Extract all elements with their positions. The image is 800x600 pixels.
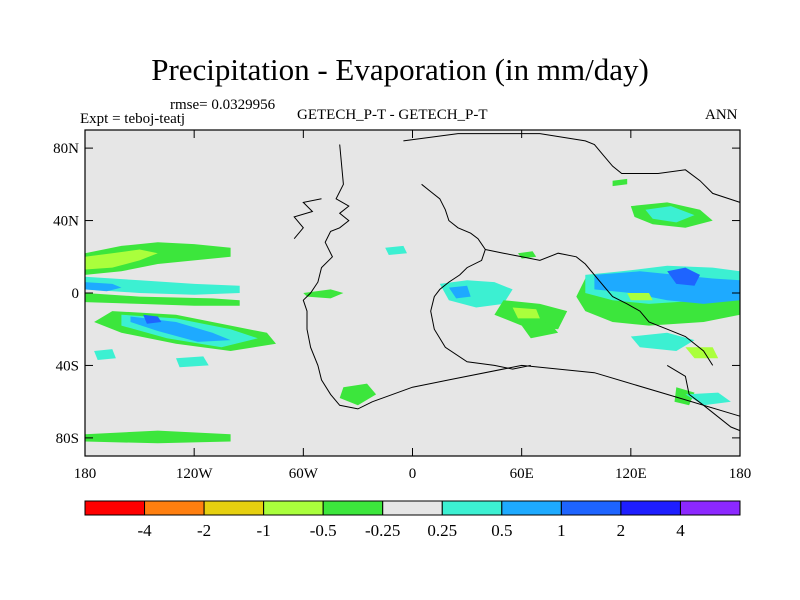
colorbar-label: 0.25 — [427, 521, 457, 540]
colorbar-swatch — [382, 500, 443, 516]
colorbar-label: 2 — [617, 521, 626, 540]
y-tick-label: 80S — [56, 431, 79, 447]
colorbar: -4 -2 -1 -0.5 -0.25 0.25 0.5 1 2 4 — [84, 500, 741, 540]
colorbar-label: -2 — [197, 521, 211, 540]
rmse-label: rmse= 0.0329956 — [170, 97, 276, 113]
region-atlantic-green-south — [339, 383, 377, 406]
x-tick-label: 60W — [289, 466, 319, 482]
region-north-pacific-band-lime — [85, 249, 158, 270]
region-southern-indian-cyan — [630, 332, 695, 351]
region-equatorial-pacific-cyan — [85, 276, 240, 295]
contour-regions — [85, 178, 740, 444]
coastline-southern-coast — [372, 364, 741, 417]
region-south-atlantic-green — [521, 322, 559, 339]
colorbar-swatch — [679, 500, 741, 516]
comparison-label: GETECH_P-T - GETECH_P-T — [297, 107, 488, 123]
coastlines — [293, 133, 741, 432]
colorbar-swatch — [144, 500, 205, 516]
y-tick-label: 0 — [72, 286, 80, 302]
y-tick-label: 40S — [56, 358, 79, 374]
region-mid-pacific-cyan-south — [176, 356, 209, 368]
colorbar-swatch — [322, 500, 384, 516]
coastline-asia-coast — [485, 249, 714, 366]
region-north-pacific-band-green — [85, 242, 231, 275]
axis-ticks: 180 120W 60W 0 60E 120E 180 80N 40N 0 40S 80S — [53, 130, 751, 482]
colorbar-label: 1 — [557, 521, 566, 540]
coastline-america-coast — [302, 144, 373, 410]
colorbar-label: -0.5 — [310, 521, 337, 540]
colorbar-swatch — [84, 500, 146, 516]
coastline-australia-coast — [666, 364, 741, 432]
region-equatorial-pacific-blue — [85, 282, 122, 292]
colorbar-label: 0.5 — [491, 521, 512, 540]
colorbar-label: -0.25 — [365, 521, 400, 540]
coastline-eurasia-coast — [403, 133, 741, 203]
x-tick-label: 120E — [615, 466, 647, 482]
colorbar-swatch — [263, 500, 324, 516]
colorbar-swatch — [620, 500, 681, 516]
coastline-western-coast-fragment — [293, 198, 322, 240]
region-equatorial-pacific-green — [85, 293, 240, 306]
x-tick-label: 0 — [409, 466, 417, 482]
x-tick-label: 180 — [74, 466, 97, 482]
colorbar-swatch — [560, 500, 622, 516]
coastline-europe-coast — [421, 183, 531, 370]
y-tick-label: 80N — [53, 141, 79, 157]
season-label: ANN — [705, 107, 738, 123]
region-west-pacific-cyan-south — [94, 349, 116, 360]
colorbar-swatch — [441, 500, 503, 516]
region-southern-indian-lime — [685, 347, 719, 359]
page-title: Precipitation - Evaporation (in mm/day) — [151, 52, 649, 87]
experiment-label: Expt = teboj-teatj — [80, 111, 186, 127]
region-southern-ocean-green — [85, 430, 231, 444]
region-atlantic-green-equator — [303, 289, 344, 299]
y-tick-label: 40N — [53, 214, 79, 230]
colorbar-swatch — [501, 500, 562, 516]
region-maritime-lime — [627, 293, 653, 301]
map-plot: 180 120W 60W 0 60E 120E 180 80N 40N 0 40S 80S — [53, 129, 751, 482]
colorbar-label: -4 — [137, 521, 152, 540]
region-arctic-green — [612, 178, 628, 187]
region-south-pacific-spcz-darkblue — [143, 314, 162, 324]
colorbar-swatch — [203, 500, 265, 516]
x-tick-label: 60E — [510, 466, 534, 482]
region-africa-indian-blue — [448, 285, 471, 299]
colorbar-label: -1 — [257, 521, 271, 540]
region-subtropical-cyan-north — [385, 245, 407, 255]
region-indian-ocean-lime — [512, 307, 540, 319]
region-south-pacific-spcz-blue — [130, 316, 231, 342]
region-maritime-continent-darkblue — [667, 267, 700, 286]
region-south-pacific-cyan-east — [685, 392, 731, 406]
x-tick-label: 120W — [176, 466, 214, 482]
colorbar-label: 4 — [676, 521, 685, 540]
x-tick-label: 180 — [729, 466, 752, 482]
region-east-asia-cyan — [645, 206, 695, 223]
region-maritime-continent-blue — [594, 271, 740, 304]
